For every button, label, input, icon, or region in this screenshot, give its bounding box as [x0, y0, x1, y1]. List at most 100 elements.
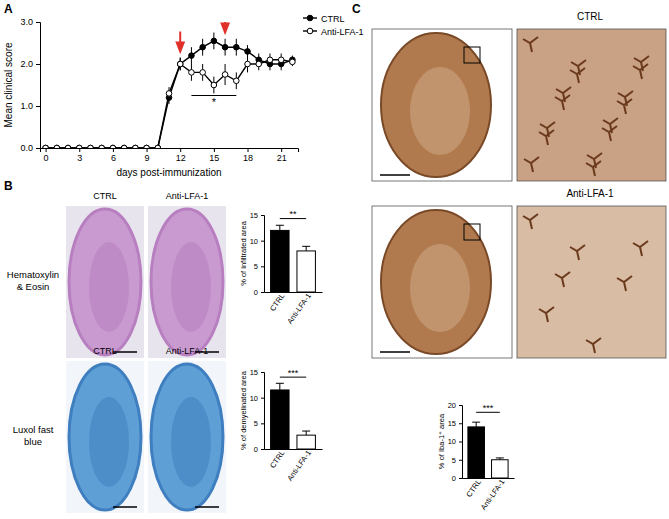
tick-mark — [261, 449, 264, 450]
x-axis-line — [463, 478, 515, 479]
tick: 0 — [44, 148, 49, 163]
microglia-cell — [523, 214, 538, 229]
microglia-cell — [539, 307, 554, 322]
microglia-cell — [570, 68, 585, 83]
micrograph-tissue — [89, 242, 129, 332]
marker — [177, 61, 183, 67]
plot-area — [271, 225, 316, 292]
tick-label: 5 — [254, 262, 258, 271]
x-axis-line — [265, 449, 323, 450]
tick: 10 — [448, 437, 462, 446]
tick-label: 0 — [254, 288, 258, 297]
series — [43, 33, 295, 149]
significance-label: *** — [288, 368, 299, 378]
bar — [297, 251, 315, 292]
marker — [110, 145, 116, 148]
microglia-cell — [556, 87, 571, 102]
marker — [234, 44, 240, 50]
marker — [200, 70, 206, 76]
tick: 0 — [452, 474, 462, 483]
marker — [290, 59, 296, 65]
marker — [222, 44, 228, 50]
marker — [43, 145, 49, 148]
microglia-cell — [539, 130, 554, 145]
marker — [121, 145, 127, 148]
tick: 21 — [277, 148, 287, 163]
micrograph-tissue — [89, 397, 129, 487]
tick: 15 — [250, 211, 264, 220]
x-axis: 036912151821 — [41, 148, 299, 163]
marker — [200, 44, 206, 50]
micrograph-background — [66, 206, 144, 358]
tick-mark — [261, 266, 264, 267]
legend-label: Anti-LFA-1 — [321, 27, 364, 37]
micrograph-background — [66, 361, 144, 513]
tick-label: 0 — [452, 474, 456, 483]
legend-label: CTRL — [321, 14, 345, 24]
tick-label: Anti-LFA-1 — [479, 478, 507, 512]
tick: 15 — [209, 148, 219, 163]
scale-bar — [113, 506, 137, 508]
tick-label: 15 — [250, 368, 258, 377]
microglia-cell — [602, 126, 617, 141]
marker — [121, 145, 127, 148]
tick: 0 — [254, 445, 264, 454]
tick-mark — [214, 148, 215, 152]
image-row-label: Anti-LFA-1 — [566, 188, 614, 199]
tick-label: 18 — [243, 153, 253, 163]
microglia-cell — [540, 122, 555, 137]
micrograph — [151, 364, 223, 510]
tick-mark — [113, 148, 114, 152]
legend: CTRL Anti-LFA-1 — [303, 14, 364, 37]
marker — [234, 78, 240, 84]
tick: 0 — [254, 288, 264, 297]
image-row-label: CTRL — [577, 11, 604, 22]
tick-label: 0.0 — [20, 143, 33, 153]
marker — [99, 145, 105, 148]
y-axis: 051015 — [250, 211, 265, 297]
tick-mark — [459, 442, 462, 443]
microglia-cell — [586, 338, 601, 353]
tick-mark — [261, 423, 264, 424]
microglia-cell — [617, 276, 632, 291]
marker — [144, 145, 150, 148]
marker — [155, 145, 161, 148]
microglia-cell — [524, 157, 539, 172]
scale-bar — [195, 506, 219, 508]
error-bar — [279, 225, 280, 230]
tick-label: 1.0 — [20, 101, 33, 111]
tick-mark — [79, 148, 80, 152]
significance-label: * — [212, 96, 217, 108]
tick-label: 9 — [145, 153, 150, 163]
marker — [245, 61, 251, 67]
significance-label: ** — [289, 209, 297, 219]
plot-area — [271, 383, 316, 449]
legend-marker — [307, 28, 313, 34]
tick: 5 — [254, 419, 264, 428]
error-bar — [306, 246, 307, 251]
scale-bar — [380, 174, 410, 176]
marker — [76, 145, 82, 148]
image-column-label: CTRL — [93, 346, 117, 356]
marker — [54, 145, 60, 148]
marker — [65, 145, 71, 148]
y-axis-line — [261, 373, 265, 450]
image-row-label: Luxol fastblue — [13, 424, 54, 447]
tick: 0.0 — [20, 143, 40, 153]
significance-label: *** — [483, 403, 494, 413]
error-bar — [279, 383, 280, 390]
error-cap — [496, 457, 504, 458]
y-axis-title: % of Iba-1⁺ area — [437, 413, 446, 469]
bar — [468, 427, 485, 478]
micrograph-background — [148, 206, 226, 358]
microglia-cell — [603, 118, 618, 133]
tick: Anti-LFA-1 — [285, 292, 313, 326]
tick: 6 — [111, 148, 116, 163]
error-cap — [472, 422, 480, 423]
micrograph — [69, 209, 141, 355]
tick-label: 21 — [277, 153, 287, 163]
tick-label: 0 — [254, 445, 258, 454]
image-row-label-line: Luxol fast — [13, 424, 54, 435]
tick-label: 2.0 — [20, 59, 33, 69]
y-axis: 051015 — [250, 368, 265, 454]
